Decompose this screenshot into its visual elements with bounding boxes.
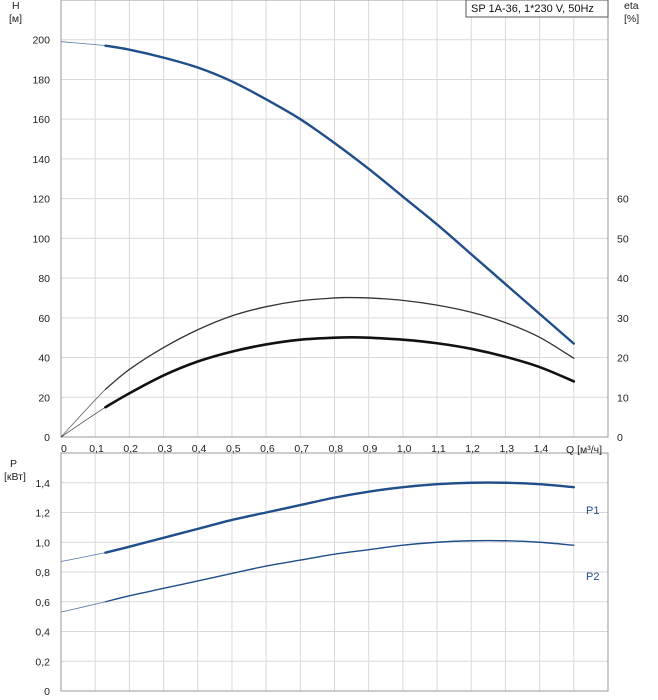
x-tick-label: 0 [61, 443, 67, 455]
y-tick-label: 80 [38, 273, 50, 285]
top-panel-frame [60, 0, 609, 438]
x-tick-label: 0,5 [226, 443, 241, 455]
y-axis-unit-power: [кВт] [4, 471, 26, 483]
bottom-panel-frame [60, 452, 609, 692]
x-tick-label: 0,7 [294, 443, 309, 455]
y-tick-label: 140 [32, 154, 50, 166]
power-curve-p1-extension [60, 552, 106, 562]
y2-axis-label-eta: eta [624, 0, 639, 12]
x-tick-label: 0,4 [192, 443, 207, 455]
efficiency-curve-lower [104, 335, 576, 409]
power-y-tick-label: 1,0 [35, 537, 50, 549]
power-y-tick-label: 0,6 [35, 597, 50, 609]
y-tick-label: 100 [32, 233, 50, 245]
y-tick-label: 160 [32, 114, 50, 126]
series-label-p2: P2 [586, 571, 599, 583]
x-tick-label: 0,8 [329, 443, 344, 455]
x-axis-label: Q [м³/ч] [566, 444, 602, 456]
y-axis-unit-head: [м] [9, 13, 22, 25]
x-tick-label: 1,1 [431, 443, 446, 455]
y2-axis-unit-eta: [%] [624, 13, 639, 25]
chart-title: SP 1A-36, 1*230 V, 50Hz [471, 3, 594, 15]
power-y-tick-label: 1,4 [35, 478, 50, 490]
x-tick-label: 1,3 [499, 443, 514, 455]
y2-tick-label: 40 [617, 273, 629, 285]
efficiency-curve-upper [104, 296, 575, 390]
y2-tick-label: 30 [617, 313, 629, 325]
bottom-panel-curves [60, 481, 576, 613]
power-y-tick-label: 1,2 [35, 508, 50, 520]
top-panel-grid [60, 0, 609, 438]
series-label-p1: P1 [586, 505, 599, 517]
head-curve [104, 44, 576, 345]
x-tick-label: 1,0 [397, 443, 412, 455]
y2-tick-label: 20 [617, 353, 629, 365]
power-curve-p2 [104, 539, 575, 603]
power-y-tick-label: 0 [44, 686, 50, 698]
y-tick-label: 20 [38, 392, 50, 404]
y-axis-label-power: P [10, 458, 17, 470]
y-tick-label: 0 [44, 432, 50, 444]
power-y-tick-label: 0,8 [35, 567, 50, 579]
head-curve-extension [60, 41, 106, 47]
x-tick-label: 0,2 [123, 443, 138, 455]
x-tick-label: 0,6 [260, 443, 275, 455]
y2-tick-label: 10 [617, 392, 629, 404]
efficiency-curve-lower-extension [60, 406, 106, 438]
y-tick-label: 200 [32, 35, 50, 47]
y-tick-label: 180 [32, 74, 50, 86]
y2-tick-label: 0 [617, 432, 623, 444]
x-tick-label: 1,2 [465, 443, 480, 455]
power-y-tick-label: 0,2 [35, 656, 50, 668]
y2-tick-label: 60 [617, 194, 629, 206]
y-tick-label: 60 [38, 313, 50, 325]
power-curve-p2-extension [60, 601, 106, 613]
x-tick-label: 0,9 [363, 443, 378, 455]
y2-tick-label: 50 [617, 233, 629, 245]
x-tick-label: 0,3 [158, 443, 173, 455]
model-legend-box [465, 0, 609, 18]
power-curve-p1 [104, 481, 576, 554]
x-tick-label: 1,4 [534, 443, 549, 455]
efficiency-curve-upper-extension [60, 389, 106, 438]
y-tick-label: 120 [32, 194, 50, 206]
tick-labels: 0 0,1 0,2 0,3 0,4 0,5 0,6 0,7 0,8 0,9 1,0 1,1 1,2 1,3… [32, 35, 628, 698]
y-axis-label-head: H [12, 0, 20, 12]
y-tick-label: 40 [38, 353, 50, 365]
power-y-tick-label: 0,4 [35, 627, 50, 639]
top-panel-curves [60, 41, 576, 438]
bottom-panel-grid [60, 452, 609, 692]
x-tick-label: 0,1 [89, 443, 104, 455]
